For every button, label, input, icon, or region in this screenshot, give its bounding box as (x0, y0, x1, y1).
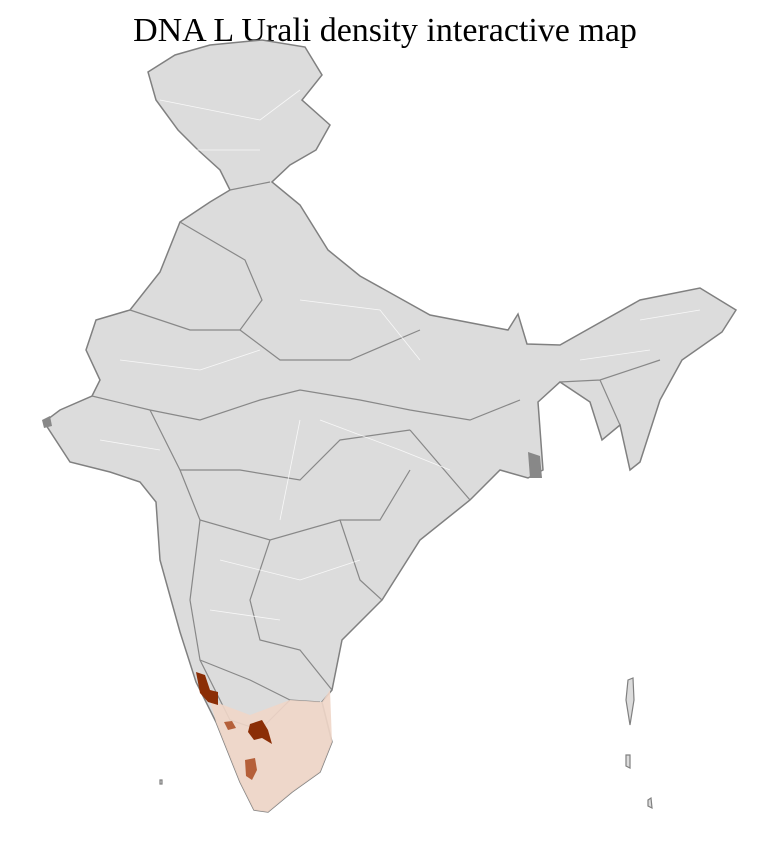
sundarbans-area (528, 452, 542, 478)
medium-density-district[interactable] (245, 758, 257, 780)
high-density-district[interactable] (248, 720, 272, 744)
island-groups (159, 677, 653, 810)
map-title: DNA L Urali density interactive map (133, 12, 637, 49)
gujarat-coast-area (42, 416, 52, 428)
density-regions[interactable] (196, 672, 332, 812)
medium-density-district[interactable] (224, 721, 236, 730)
high-density-district[interactable] (196, 672, 218, 705)
low-density-region[interactable] (210, 690, 332, 812)
district-borders (99, 89, 701, 621)
